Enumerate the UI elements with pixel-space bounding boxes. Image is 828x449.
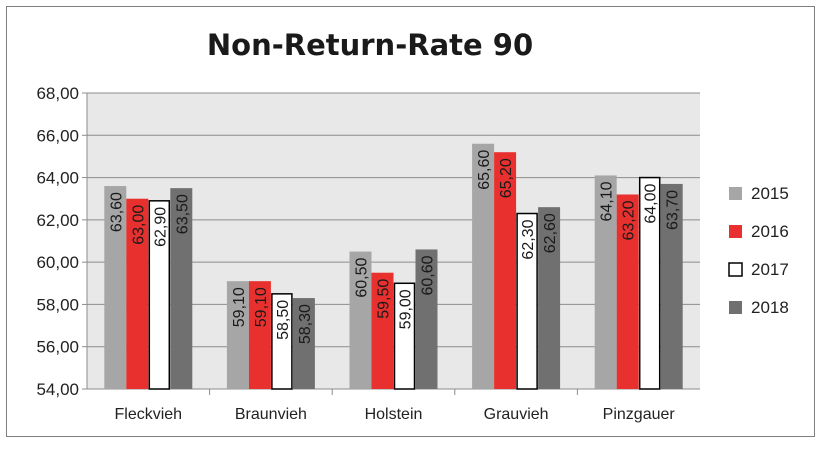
- y-tick-label: 58,00: [36, 295, 79, 314]
- data-label: 60,50: [354, 257, 371, 297]
- legend-label-2017: 2017: [751, 260, 789, 279]
- legend-label-2016: 2016: [751, 222, 789, 241]
- bar-2015-fleckvieh: [104, 186, 127, 389]
- legend-swatch-2017: [728, 262, 743, 277]
- y-tick-label: 66,00: [36, 126, 79, 145]
- data-label: 59,50: [376, 279, 393, 319]
- bar-2017-grauvieh: [516, 212, 538, 390]
- bar-2018-braunvieh: [292, 298, 315, 389]
- legend-label-2015: 2015: [751, 184, 789, 203]
- data-label: 59,10: [231, 287, 248, 327]
- data-label: 58,50: [275, 300, 292, 340]
- bar-2017-pinzgauer: [638, 176, 661, 390]
- data-label: 60,60: [420, 255, 437, 295]
- x-tick-label: Holstein: [365, 406, 423, 423]
- bar-2018-grauvieh: [538, 207, 561, 389]
- data-label: 64,10: [599, 181, 616, 221]
- bar-2016-grauvieh: [494, 152, 517, 389]
- data-label: 62,30: [520, 219, 537, 259]
- bar-2017-holstein: [393, 282, 416, 390]
- y-tick-label: 62,00: [36, 211, 79, 230]
- y-tick-label: 54,00: [36, 380, 79, 399]
- bar-2015-braunvieh: [226, 281, 249, 389]
- data-label: 59,00: [398, 289, 415, 329]
- legend-label-2018: 2018: [751, 298, 789, 317]
- x-tick-label: Braunvieh: [235, 406, 307, 423]
- data-label: 65,20: [498, 158, 515, 198]
- data-label: 63,50: [174, 194, 191, 234]
- chart-frame: Non-Return-Rate 90 54,00 56,00 58,00 60,00 62…: [6, 6, 815, 437]
- bar-2015-pinzgauer: [594, 175, 617, 389]
- legend-swatch-2018: [729, 301, 742, 314]
- y-tick-label: 60,00: [36, 253, 79, 272]
- bar-2016-fleckvieh: [126, 198, 149, 389]
- bar-2018-fleckvieh: [170, 188, 193, 389]
- legend-swatch-2016: [729, 225, 742, 238]
- x-tick-label: Fleckvieh: [115, 406, 183, 423]
- data-label: 65,60: [476, 150, 493, 190]
- chart-title: Non-Return-Rate 90: [207, 28, 533, 62]
- data-label: 63,60: [108, 192, 125, 232]
- data-label: 62,90: [152, 207, 169, 247]
- bar-2015-grauvieh: [472, 143, 495, 389]
- data-label: 63,70: [665, 190, 682, 230]
- bar-2015-holstein: [349, 251, 372, 389]
- legend-swatch-2015: [729, 187, 742, 200]
- bar-2016-holstein: [371, 272, 394, 389]
- y-tick-label: 56,00: [36, 338, 79, 357]
- chart-svg: Non-Return-Rate 90 54,00 56,00 58,00 60,00 62…: [36, 28, 789, 423]
- data-label: 59,10: [253, 287, 270, 327]
- data-label: 64,00: [643, 183, 660, 223]
- x-tick-label: Pinzgauer: [603, 406, 676, 423]
- bar-2018-holstein: [415, 249, 438, 389]
- y-tick-label: 64,00: [36, 169, 79, 188]
- bar-2016-pinzgauer: [616, 194, 639, 389]
- bar-2017-braunvieh: [271, 293, 293, 390]
- bar-2018-pinzgauer: [660, 183, 683, 389]
- x-tick-label: Grauvieh: [484, 406, 549, 423]
- bar-2017-fleckvieh: [148, 200, 171, 390]
- y-tick-label: 68,00: [36, 84, 79, 103]
- bar-2016-braunvieh: [248, 281, 271, 389]
- data-label: 63,00: [130, 205, 147, 245]
- data-label: 63,20: [621, 200, 638, 240]
- data-label: 58,30: [297, 304, 314, 344]
- data-label: 62,60: [542, 213, 559, 253]
